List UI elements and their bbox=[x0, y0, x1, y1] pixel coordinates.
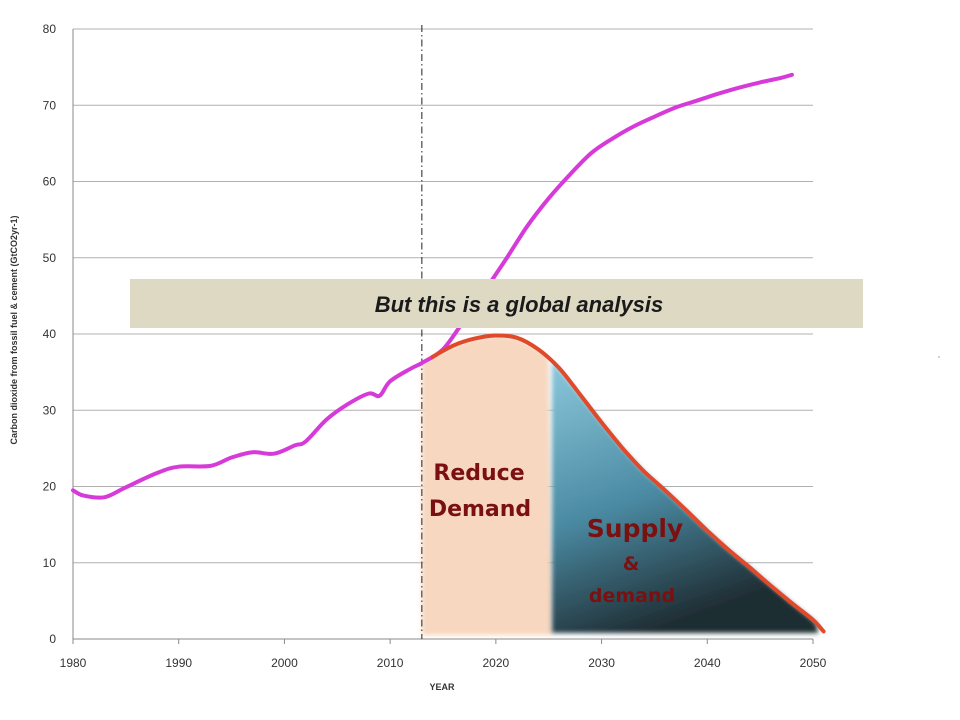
historical-and-projected-emissions-line bbox=[71, 72, 794, 500]
reduce-label-line1: Reduce bbox=[433, 461, 524, 486]
reduce-label-line2: Demand bbox=[429, 497, 531, 522]
y-tick-label: 80 bbox=[43, 22, 57, 36]
demand-label: demand bbox=[589, 585, 675, 607]
x-tick-label: 2030 bbox=[588, 656, 615, 670]
x-tick-label: 2040 bbox=[694, 656, 721, 670]
banner-text: But this is a global analysis bbox=[375, 292, 664, 317]
y-tick-label: 40 bbox=[43, 327, 57, 341]
x-tick-label: 2010 bbox=[377, 656, 404, 670]
ampersand-label: & bbox=[623, 553, 640, 575]
y-tick-label: 0 bbox=[49, 632, 56, 646]
y-tick-label: 30 bbox=[43, 403, 57, 417]
supply-label: Supply bbox=[587, 514, 683, 543]
y-tick-label: 10 bbox=[43, 556, 57, 570]
reduced-emissions-pathway-line bbox=[430, 333, 826, 634]
x-tick-label: 1980 bbox=[60, 656, 87, 670]
x-axis-ticks: 1980 1990 2000 2010 2020 2030 2040 2050 bbox=[60, 639, 827, 670]
x-tick-label: 1990 bbox=[165, 656, 192, 670]
x-tick-label: 2020 bbox=[483, 656, 510, 670]
reduce-demand-region bbox=[421, 335, 552, 635]
y-tick-label: 60 bbox=[43, 175, 57, 189]
y-tick-label: 20 bbox=[43, 480, 57, 494]
y-tick-label: 70 bbox=[43, 98, 57, 112]
y-axis-ticks: 0 10 20 30 40 50 60 70 80 bbox=[43, 22, 57, 646]
supply-and-demand-region bbox=[551, 361, 819, 633]
y-tick-label: 50 bbox=[43, 251, 57, 265]
x-axis-title: YEAR bbox=[429, 682, 455, 692]
stray-dot bbox=[938, 356, 940, 358]
x-tick-label: 2000 bbox=[271, 656, 298, 670]
banner-box bbox=[130, 279, 863, 328]
x-tick-label: 2050 bbox=[800, 656, 827, 670]
y-axis-title: Carbon dioxide from fossil fuel & cement… bbox=[9, 215, 19, 444]
